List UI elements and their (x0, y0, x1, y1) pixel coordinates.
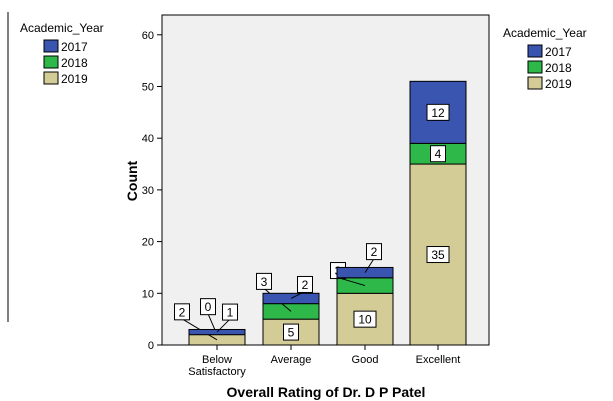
x-tick-label: Excellent (416, 354, 461, 366)
x-axis-title: Overall Rating of Dr. D P Patel (227, 384, 426, 400)
bar-segment (262, 303, 320, 320)
data-label-box (200, 298, 216, 316)
legend-title: Academic_Year (503, 26, 587, 40)
data-label: 12 (431, 106, 445, 120)
data-label: 1 (227, 306, 234, 320)
data-label: 35 (431, 248, 445, 262)
data-label: 5 (288, 326, 295, 340)
data-label-box (353, 310, 377, 328)
data-label: 0 (205, 300, 212, 314)
ghost-legend: 2017 2018 2019 (43, 39, 88, 86)
y-tick-label: 40 (142, 133, 154, 145)
legend-swatch (43, 55, 59, 69)
legend-item-label: 2017 (545, 45, 572, 59)
legend-swatch (43, 71, 59, 85)
y-tick-label: 20 (142, 237, 154, 249)
data-label: 10 (358, 313, 372, 327)
data-label: 3 (261, 275, 268, 289)
legend-item-label: 2019 (545, 77, 572, 91)
x-tick-label: Average (271, 354, 312, 366)
data-label-box (256, 272, 272, 290)
data-label-box (222, 303, 238, 321)
data-label-box (174, 303, 190, 321)
data-label: 2 (179, 305, 186, 319)
y-tick-label: 50 (142, 82, 154, 94)
bar-segment (336, 266, 394, 279)
data-label: 2 (371, 245, 378, 259)
data-label-box (283, 323, 299, 341)
legend-item-label: 2018 (61, 56, 88, 70)
data-label-leader (216, 318, 231, 333)
data-label-box (426, 246, 450, 264)
data-label-box (297, 275, 313, 293)
legend-item-label: 2017 (61, 40, 88, 54)
legend-swatch (527, 60, 543, 74)
legend-swatch (527, 44, 543, 58)
x-tick-label: Below (202, 354, 232, 366)
data-label: 4 (435, 147, 442, 161)
data-label-leader (364, 258, 375, 273)
legend: Academic_Year 2017 2018 2019 (503, 26, 587, 91)
x-tick-label: Good (352, 354, 379, 366)
legend-swatch (527, 76, 543, 90)
y-axis-title: Count (124, 160, 140, 201)
data-label-box (426, 103, 450, 121)
y-axis-ticks: 0 10 20 30 40 50 60 (142, 30, 162, 352)
y-tick-label: 30 (142, 185, 154, 197)
data-label-box (430, 145, 446, 163)
legend-item-label: 2019 (61, 72, 88, 86)
bars: 201532103235412 (174, 80, 467, 346)
legend-item-label: 2018 (545, 61, 572, 75)
y-tick-label: 60 (142, 30, 154, 42)
y-tick-label: 0 (148, 340, 154, 352)
y-tick-label: 10 (142, 288, 154, 300)
x-tick-label: Satisfactory (188, 366, 246, 378)
legend-swatch (43, 39, 59, 53)
data-label-box (366, 243, 382, 261)
bar-segment (188, 334, 246, 346)
ghost-legend-title: Academic_Year (20, 21, 104, 35)
data-label: 2 (302, 278, 309, 292)
